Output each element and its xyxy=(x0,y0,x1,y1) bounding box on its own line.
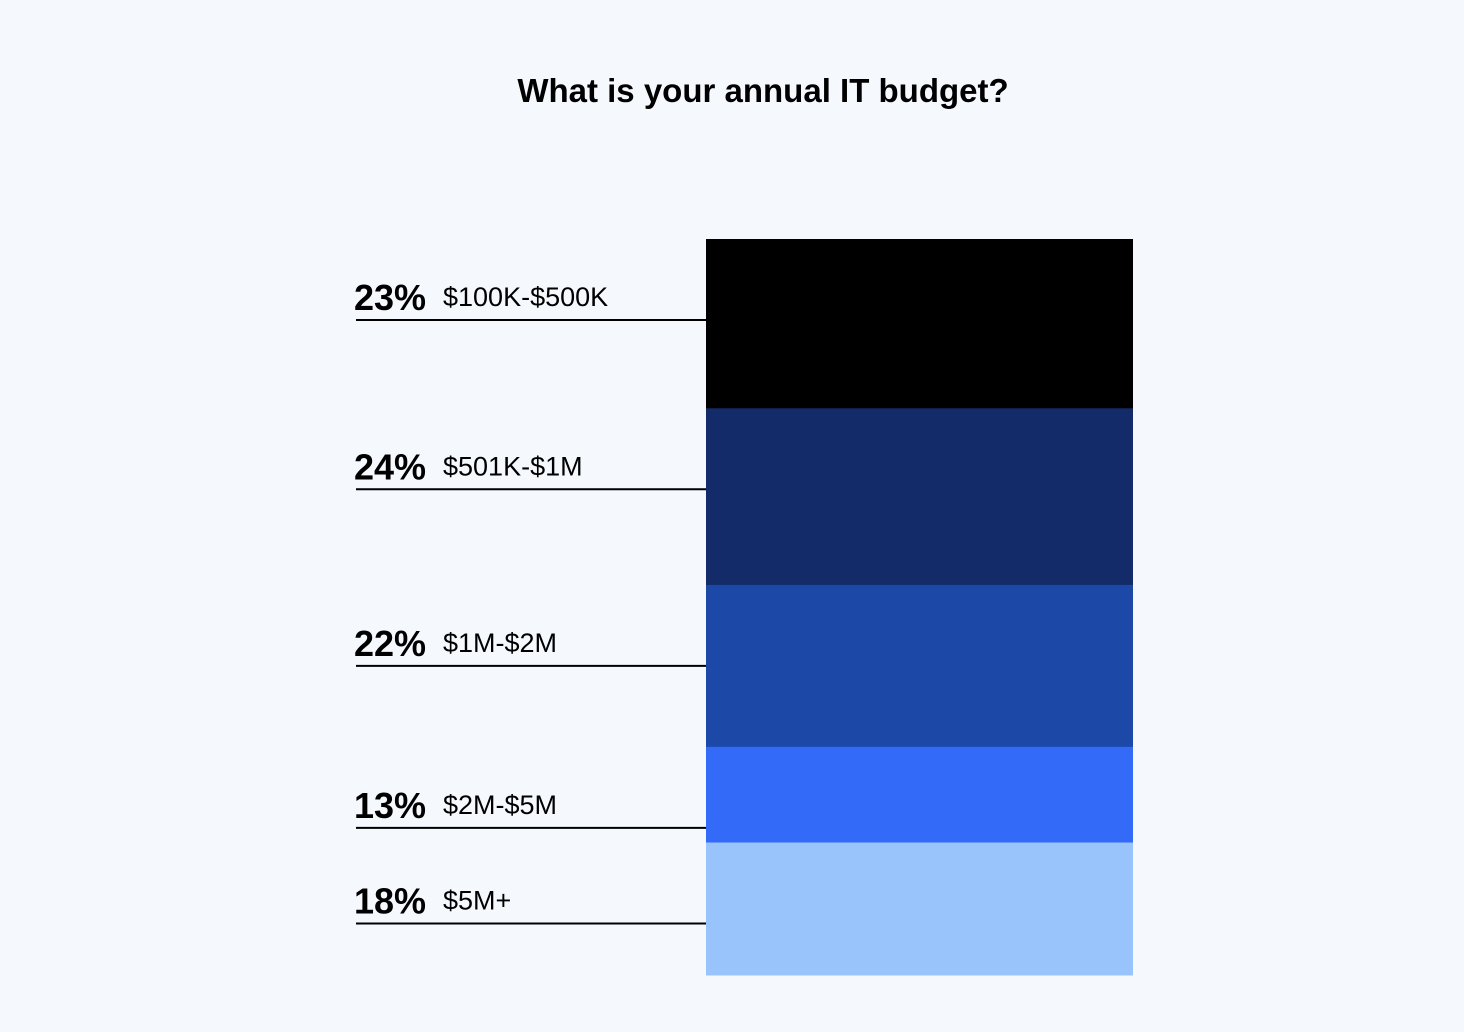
category-label: $2M-$5M xyxy=(443,790,557,820)
value-label: 13% xyxy=(354,785,426,826)
bar-segment xyxy=(706,842,1133,976)
value-label: 23% xyxy=(354,277,426,318)
value-label: 22% xyxy=(354,623,426,664)
chart-title: What is your annual IT budget? xyxy=(517,72,1009,109)
bar-segment xyxy=(706,239,1133,409)
category-label: $501K-$1M xyxy=(443,451,583,481)
bar-segment xyxy=(706,408,1133,586)
bar-segment xyxy=(706,584,1133,748)
category-label: $100K-$500K xyxy=(443,282,608,312)
value-label: 24% xyxy=(354,446,426,487)
bar-segment xyxy=(706,746,1133,844)
category-label: $1M-$2M xyxy=(443,628,557,658)
category-label: $5M+ xyxy=(443,886,511,916)
value-label: 18% xyxy=(354,881,426,922)
